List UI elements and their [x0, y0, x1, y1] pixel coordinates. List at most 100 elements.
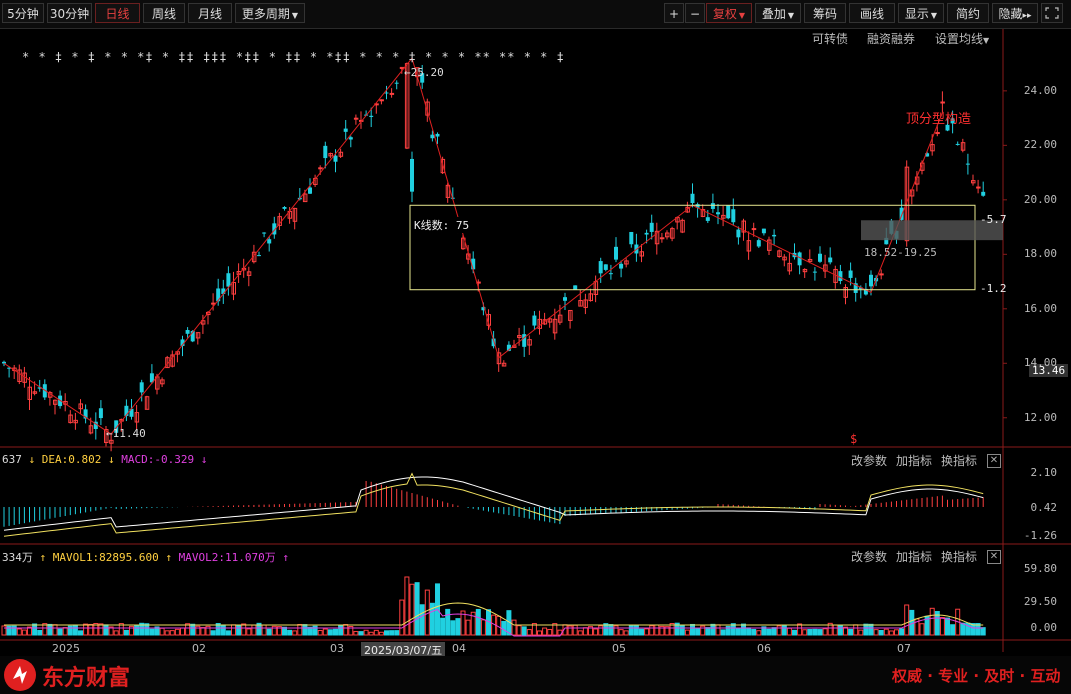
- arrow-down-icon: ↓: [28, 453, 36, 466]
- volume-bar: [72, 624, 78, 636]
- candle-body: [619, 263, 624, 269]
- macd-close-icon[interactable]: ✕: [987, 454, 1001, 468]
- candle-body: [904, 166, 910, 242]
- candle-body: [384, 92, 389, 94]
- ma-settings-dropdown[interactable]: 设置均线▼: [935, 30, 989, 47]
- candle-body: [812, 271, 817, 273]
- volume-bar: [526, 629, 532, 636]
- volume-bar: [608, 624, 614, 636]
- volume-bar: [521, 626, 527, 636]
- candle-body: [843, 286, 848, 298]
- zoom-in-button[interactable]: +: [664, 3, 684, 23]
- date-label-jul: 07: [897, 642, 911, 655]
- candle-body: [134, 412, 140, 423]
- macd-axis-top: 2.10: [1030, 466, 1058, 479]
- price-tick-label: 16.00: [1023, 301, 1057, 315]
- candle-body: [93, 421, 98, 429]
- margin-trading-link[interactable]: 融资融券: [867, 32, 916, 46]
- macd-edit-params-button[interactable]: 改参数: [851, 454, 888, 468]
- candle-body: [333, 155, 338, 162]
- fullscreen-icon: [1045, 7, 1059, 19]
- macd-add-indicator-button[interactable]: 加指标: [896, 454, 933, 468]
- volume-bar: [52, 624, 58, 636]
- volume-axis-mid: 29.50: [1023, 595, 1057, 608]
- volume-bar: [210, 630, 216, 636]
- volume-bar: [929, 607, 935, 636]
- volume-bar: [730, 623, 736, 636]
- candle-body: [955, 143, 960, 145]
- candle-body: [353, 117, 359, 120]
- candle-body: [802, 268, 808, 273]
- more-periods-dropdown[interactable]: 更多周期 ▼: [235, 3, 305, 23]
- candle-body: [624, 260, 629, 265]
- candle-body: [139, 382, 144, 393]
- volume-bar: [57, 628, 63, 636]
- candle-body: [654, 230, 660, 245]
- candle-body: [736, 229, 741, 238]
- volume-bar: [1, 625, 7, 636]
- candle-body: [369, 115, 374, 117]
- period-month-button[interactable]: 月线: [188, 3, 232, 23]
- volume-bar: [766, 628, 772, 636]
- convertible-bond-link[interactable]: 可转债: [812, 32, 849, 46]
- volume-bar: [307, 626, 313, 636]
- volume-edit-params-button[interactable]: 改参数: [851, 550, 888, 564]
- fullscreen-button[interactable]: [1041, 3, 1063, 23]
- volume-add-indicator-button[interactable]: 加指标: [896, 550, 933, 564]
- overlay-dropdown[interactable]: 叠加 ▼: [755, 3, 801, 23]
- candle-body: [665, 232, 670, 238]
- brand-slogan: 权威 · 专业 · 及时 · 互动: [892, 667, 1061, 685]
- adjust-rights-dropdown[interactable]: 复权 ▼: [706, 3, 752, 23]
- volume-bar: [322, 628, 328, 636]
- volume-bar: [741, 623, 746, 636]
- zoom-out-button[interactable]: −: [685, 3, 705, 23]
- candle-body: [670, 228, 675, 239]
- top-fractal-label: 顶分型构造: [906, 112, 972, 127]
- volume-bar: [761, 626, 767, 636]
- volume-bar: [654, 624, 660, 636]
- candle-body: [185, 330, 190, 334]
- period-5min-button[interactable]: 5分钟: [2, 3, 44, 23]
- period-day-button[interactable]: 日线: [95, 3, 140, 23]
- period-week-button[interactable]: 周线: [143, 3, 185, 23]
- simple-mode-button[interactable]: 简约: [947, 3, 989, 23]
- volume-bar: [598, 625, 604, 636]
- volume-bar: [537, 630, 542, 636]
- display-dropdown[interactable]: 显示 ▼: [898, 3, 944, 23]
- volume-close-icon[interactable]: ✕: [987, 550, 1001, 564]
- candle-body: [149, 373, 154, 383]
- volume-bar: [282, 626, 287, 636]
- candle-body: [180, 339, 185, 346]
- candle-body: [761, 228, 766, 234]
- volume-bar: [358, 631, 364, 636]
- volume-bar: [266, 628, 272, 636]
- candle-body: [767, 239, 772, 251]
- candle-body: [481, 307, 486, 311]
- volume-bar: [873, 629, 879, 636]
- chevron-down-icon: ▼: [738, 11, 746, 20]
- volume-bar: [271, 625, 277, 636]
- volume-bar: [276, 626, 282, 636]
- candle-body: [318, 167, 323, 170]
- volume-bar: [103, 624, 109, 636]
- mavol2-line: [4, 608, 984, 637]
- draw-line-button[interactable]: 画线: [849, 3, 895, 23]
- volume-bar: [231, 624, 236, 636]
- candle-body: [124, 405, 129, 416]
- candle-body: [879, 273, 884, 276]
- period-30min-button[interactable]: 30分钟: [47, 3, 92, 23]
- candle-body: [557, 314, 563, 323]
- candle-body: [221, 288, 226, 294]
- volume-switch-indicator-button[interactable]: 换指标: [941, 550, 978, 564]
- chips-button[interactable]: 筹码: [804, 3, 846, 23]
- volume-bar: [695, 628, 701, 636]
- candle-body: [338, 151, 344, 157]
- hide-button[interactable]: 隐藏▸▸: [992, 3, 1038, 23]
- macd-switch-indicator-button[interactable]: 换指标: [941, 454, 978, 468]
- box-top-change: -5.7: [980, 213, 1007, 226]
- volume-bar: [470, 611, 476, 636]
- adjust-rights-label: 复权: [712, 7, 737, 21]
- volume-bar: [353, 631, 359, 636]
- volume-bar: [939, 617, 945, 636]
